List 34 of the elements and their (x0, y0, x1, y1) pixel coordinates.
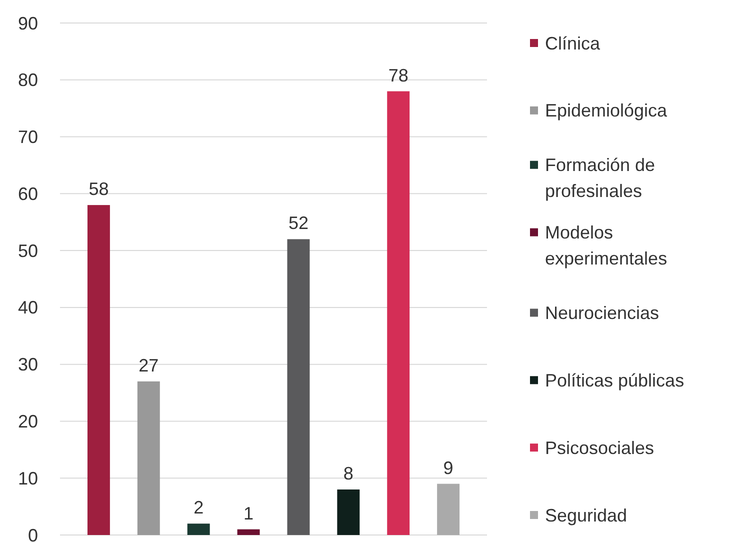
legend-label: Formación de profesinales (545, 155, 656, 202)
y-tick-label: 50 (18, 240, 38, 261)
y-tick-label: 70 (18, 127, 38, 148)
bar (287, 239, 310, 535)
legend-label: Seguridad (545, 505, 628, 526)
y-tick-label: 80 (18, 70, 38, 90)
y-tick-label: 90 (18, 13, 38, 34)
data-label: 78 (388, 65, 408, 86)
data-label: 2 (194, 498, 204, 518)
y-tick-label: 60 (18, 184, 38, 204)
data-label: 8 (343, 463, 354, 484)
data-label: 9 (443, 458, 454, 478)
data-label: 1 (244, 503, 254, 524)
bar (187, 524, 210, 535)
data-label: 52 (288, 213, 308, 234)
y-tick-label: 30 (18, 354, 38, 375)
legend-label: Epidemiológica (545, 100, 668, 121)
legend-label: Psicosociales (545, 438, 654, 458)
bar (437, 484, 460, 535)
legend-label: Modelos experimentales (545, 222, 668, 269)
legend-label: Clínica (545, 33, 602, 54)
y-tick-label: 10 (18, 468, 38, 488)
y-tick-label: 20 (18, 412, 38, 432)
bar (237, 529, 260, 535)
bar (387, 91, 410, 535)
data-label: 27 (138, 355, 159, 376)
data-label: 58 (88, 179, 109, 200)
bar (137, 381, 160, 535)
y-tick-label: 0 (28, 525, 38, 542)
legend-label: Neurociencias (545, 303, 660, 324)
y-tick-label: 40 (18, 298, 38, 318)
legend-label: Políticas públicas (545, 370, 684, 390)
bar (337, 489, 360, 535)
bar (87, 205, 110, 535)
